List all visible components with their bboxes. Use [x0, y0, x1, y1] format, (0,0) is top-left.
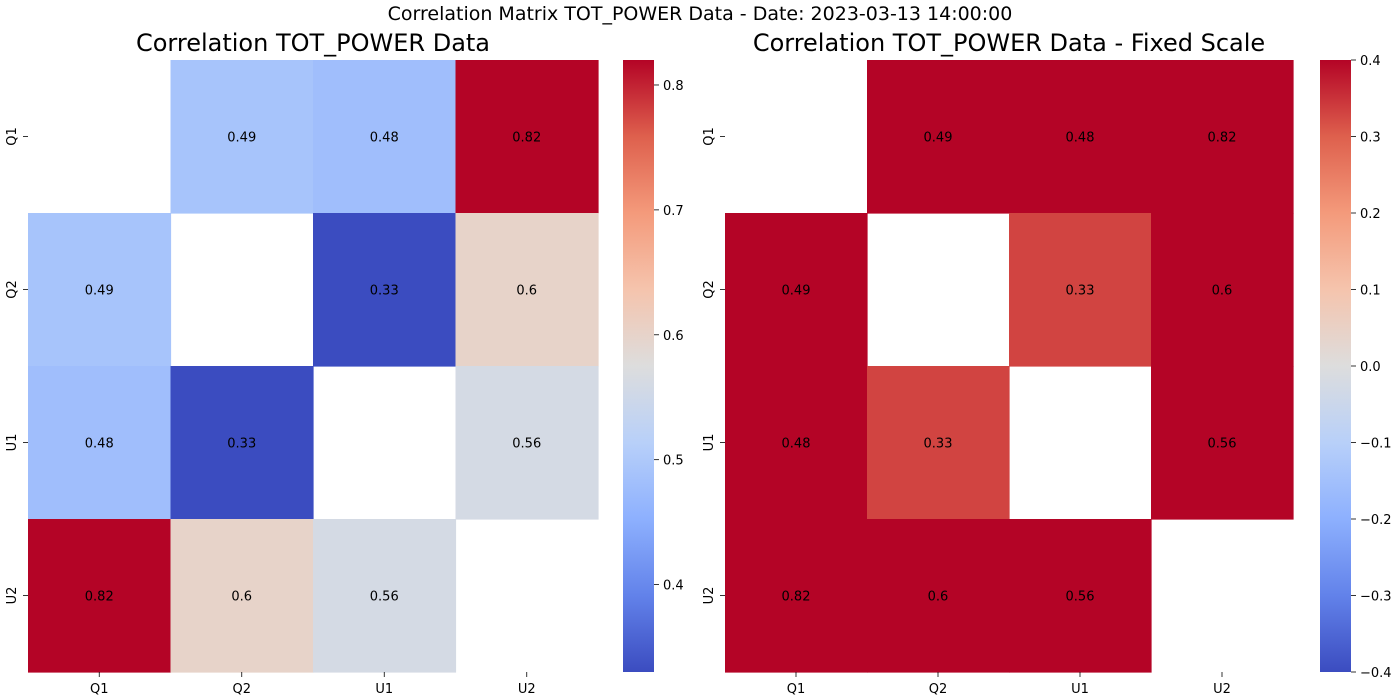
x-tick-label: U2: [1213, 682, 1231, 697]
cell-value-label: 0.56: [1066, 590, 1095, 605]
cell-value-label: 0.82: [512, 131, 541, 146]
y-tick-label: U1: [702, 434, 717, 452]
cell-value-label: 0.33: [1066, 284, 1095, 299]
colorbar-tick-label: 0.4: [663, 579, 684, 594]
x-tick-label: Q1: [787, 682, 806, 697]
y-tick-label: Q1: [5, 127, 20, 146]
cell-value-label: 0.33: [924, 437, 953, 452]
cell-value-label: 0.33: [370, 284, 399, 299]
heatmap-cell-U1-Q1: [725, 366, 868, 520]
heatmap-cell-Q2-U2: [1151, 213, 1294, 367]
colorbar-tick-label: 0.1: [1360, 284, 1381, 299]
colorbar-tick-label: 0.4: [1360, 54, 1381, 69]
heatmap-right-fixed-scale: Correlation TOT_POWER Data - Fixed Scale…: [702, 29, 1392, 697]
chart-title: Correlation TOT_POWER Data - Fixed Scale: [753, 29, 1265, 57]
x-tick-label: Q2: [929, 682, 948, 697]
y-tick-label: Q2: [5, 280, 20, 299]
heatmap-cell-Q2-U2: [455, 213, 599, 367]
cell-value-label: 0.48: [370, 131, 399, 146]
cell-value-label: 0.49: [924, 131, 953, 146]
figure-suptitle: Correlation Matrix TOT_POWER Data - Date…: [388, 3, 1013, 25]
heatmap-left: Correlation TOT_POWER Data 0.49 0.48 0.82 0.…: [5, 29, 684, 697]
colorbar: [623, 60, 654, 672]
colorbar-tick-label: 0.7: [663, 204, 684, 219]
heatmap-cell-U2-U1: [313, 519, 457, 673]
cell-value-label: 0.56: [370, 590, 399, 605]
y-tick-label: U2: [702, 587, 717, 605]
x-tick-label: Q1: [90, 682, 109, 697]
colorbar-tick-label: −0.3: [1360, 590, 1392, 605]
heatmap-cell-U2-Q2: [867, 519, 1010, 673]
cell-value-label: 0.49: [782, 284, 811, 299]
heatmap-cell-Q2-Q1: [28, 213, 172, 367]
colorbar-tick-label: −0.2: [1360, 513, 1392, 528]
x-tick-label: U1: [375, 682, 393, 697]
cell-value-label: 0.48: [85, 437, 114, 452]
heatmap-cell-U2-Q1: [725, 519, 868, 673]
colorbar-tick-label: 0.5: [663, 454, 684, 469]
y-tick-label: Q2: [702, 280, 717, 299]
heatmap-cell-U1-Q2: [170, 366, 314, 520]
cell-value-label: 0.82: [782, 590, 811, 605]
cell-value-label: 0.49: [227, 131, 256, 146]
heatmap-cell-Q2-Q1: [725, 213, 868, 367]
heatmap-cell-U1-Q1: [28, 366, 172, 520]
heatmap-cell-Q1-U2: [1151, 60, 1294, 214]
heatmap-cell-Q1-U2: [455, 60, 599, 214]
cell-value-label: 0.48: [782, 437, 811, 452]
y-tick-label: U2: [5, 587, 20, 605]
heatmap-cell-U2-Q2: [170, 519, 314, 673]
heatmap-cell-U2-U1: [1009, 519, 1152, 673]
colorbar-tick-label: −0.4: [1360, 666, 1392, 681]
colorbar-tick-label: 0.8: [663, 79, 684, 94]
cell-value-label: 0.56: [512, 437, 541, 452]
colorbar-tick-label: 0.0: [1360, 360, 1381, 375]
cell-value-label: 0.6: [1212, 284, 1233, 299]
heatmap-cell-Q1-Q2: [867, 60, 1010, 214]
heatmap-cell-Q1-U1: [313, 60, 457, 214]
cell-value-label: 0.48: [1066, 131, 1095, 146]
heatmap-cell-Q2-U1: [1009, 213, 1152, 367]
cell-value-label: 0.82: [1208, 131, 1237, 146]
cell-value-label: 0.49: [85, 284, 114, 299]
heatmap-cell-U1-U2: [1151, 366, 1294, 520]
colorbar-tick-label: −0.1: [1360, 437, 1392, 452]
y-tick-label: Q1: [702, 127, 717, 146]
y-tick-label: U1: [5, 434, 20, 452]
heatmap-cell-Q1-U1: [1009, 60, 1152, 214]
cell-value-label: 0.6: [928, 590, 949, 605]
cell-value-label: 0.6: [231, 590, 252, 605]
cell-value-label: 0.56: [1208, 437, 1237, 452]
chart-title: Correlation TOT_POWER Data: [136, 29, 490, 57]
colorbar: [1320, 60, 1351, 672]
x-tick-label: U1: [1071, 682, 1089, 697]
colorbar-tick-label: 0.3: [1360, 131, 1381, 146]
heatmap-cell-U2-Q1: [28, 519, 172, 673]
heatmap-cell-Q1-Q2: [170, 60, 314, 214]
cell-value-label: 0.6: [516, 284, 537, 299]
cell-value-label: 0.82: [85, 590, 114, 605]
heatmap-cell-U1-U2: [455, 366, 599, 520]
heatmap-cell-Q2-U1: [313, 213, 457, 367]
x-tick-label: U2: [518, 682, 536, 697]
colorbar-tick-label: 0.2: [1360, 207, 1381, 222]
x-tick-label: Q2: [232, 682, 251, 697]
colorbar-tick-label: 0.6: [663, 329, 684, 344]
heatmap-cell-U1-Q2: [867, 366, 1010, 520]
cell-value-label: 0.33: [227, 437, 256, 452]
